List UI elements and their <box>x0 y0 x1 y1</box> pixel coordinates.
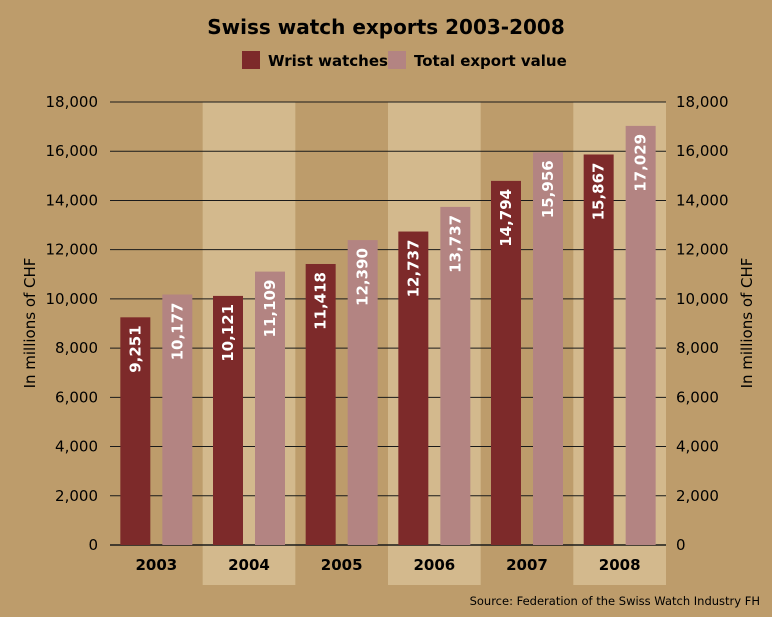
gridlines <box>110 101 666 546</box>
y-axis-right-label: In millions of CHF <box>738 258 756 389</box>
bar-total-export-value-2007 <box>533 152 563 545</box>
y-tick-right-10000: 10,000 <box>676 290 729 308</box>
y-tick-left-18000: 18,000 <box>46 93 99 111</box>
bar-wrist-watches-2008 <box>583 154 614 546</box>
bar-wrist-watches-2006 <box>398 231 429 546</box>
chart-title: Swiss watch exports 2003-2008 <box>207 15 565 39</box>
y-tick-left-12000: 12,000 <box>46 241 99 259</box>
legend-label-wrist-watches: Wrist watches <box>268 52 388 70</box>
legend-swatch-wrist-watches <box>242 51 260 69</box>
value-label-wrist-watches-2005: 11,418 <box>312 272 330 330</box>
value-label-total-export-value-2004: 11,109 <box>261 280 279 338</box>
y-tick-right-4000: 4,000 <box>676 438 719 456</box>
bar-total-export-value-2008 <box>625 125 656 545</box>
category-label-2008: 2008 <box>599 556 641 574</box>
bar-total-export-value-2003 <box>162 294 193 545</box>
bar-wrist-watches-2007 <box>491 180 521 545</box>
y-tick-right-12000: 12,000 <box>676 241 729 259</box>
value-label-total-export-value-2003: 10,177 <box>168 303 186 361</box>
y-tick-left-10000: 10,000 <box>46 290 99 308</box>
legend: Wrist watches Total export value <box>242 51 567 70</box>
value-label-total-export-value-2005: 12,390 <box>354 248 372 306</box>
value-label-wrist-watches-2006: 12,737 <box>404 240 422 298</box>
category-label-2006: 2006 <box>413 556 455 574</box>
value-label-wrist-watches-2004: 10,121 <box>219 304 237 362</box>
x-axis-category-labels: 2003 2004 2005 2006 2007 2008 <box>135 556 640 574</box>
value-label-total-export-value-2006: 13,737 <box>446 215 464 273</box>
value-label-wrist-watches-2003: 9,251 <box>126 325 144 372</box>
y-axis-right-ticks: 0 2,000 4,000 6,000 8,000 10,000 12,000 14,000 1… <box>676 93 729 554</box>
value-labels: 9,251 10,177 10,121 11,109 11,418 12,390 12,73… <box>126 134 649 373</box>
y-tick-left-8000: 8,000 <box>55 339 98 357</box>
bar-wrist-watches-2004 <box>213 295 243 545</box>
y-tick-right-16000: 16,000 <box>676 142 729 160</box>
y-axis-left-ticks: 0 2,000 4,000 6,000 8,000 10,000 12,000 14,000 1… <box>46 93 99 554</box>
y-tick-left-0: 0 <box>88 536 98 554</box>
bar-total-export-value-2005 <box>347 240 378 545</box>
y-tick-right-2000: 2,000 <box>676 487 719 505</box>
value-label-wrist-watches-2007: 14,794 <box>497 189 515 247</box>
category-label-2003: 2003 <box>135 556 177 574</box>
y-tick-right-8000: 8,000 <box>676 339 719 357</box>
value-label-total-export-value-2007: 15,956 <box>539 160 557 218</box>
y-tick-right-18000: 18,000 <box>676 93 729 111</box>
y-tick-left-16000: 16,000 <box>46 142 99 160</box>
bars <box>120 125 656 546</box>
y-tick-left-6000: 6,000 <box>55 388 98 406</box>
bar-wrist-watches-2003 <box>120 317 151 545</box>
bar-total-export-value-2006 <box>440 206 471 545</box>
y-axis-left-label: In millions of CHF <box>21 258 39 389</box>
legend-swatch-total-export-value <box>388 51 406 69</box>
value-label-total-export-value-2008: 17,029 <box>632 134 650 192</box>
y-tick-right-0: 0 <box>676 536 686 554</box>
source-note: Source: Federation of the Swiss Watch In… <box>470 594 760 608</box>
category-label-2004: 2004 <box>228 556 270 574</box>
y-tick-left-4000: 4,000 <box>55 438 98 456</box>
value-label-wrist-watches-2008: 15,867 <box>590 162 608 220</box>
y-tick-left-14000: 14,000 <box>46 191 99 209</box>
category-label-2005: 2005 <box>321 556 363 574</box>
category-label-2007: 2007 <box>506 556 548 574</box>
legend-label-total-export-value: Total export value <box>414 52 567 70</box>
bar-wrist-watches-2005 <box>305 263 336 545</box>
y-tick-left-2000: 2,000 <box>55 487 98 505</box>
y-tick-right-14000: 14,000 <box>676 191 729 209</box>
y-tick-right-6000: 6,000 <box>676 388 719 406</box>
bar-total-export-value-2004 <box>255 271 285 545</box>
